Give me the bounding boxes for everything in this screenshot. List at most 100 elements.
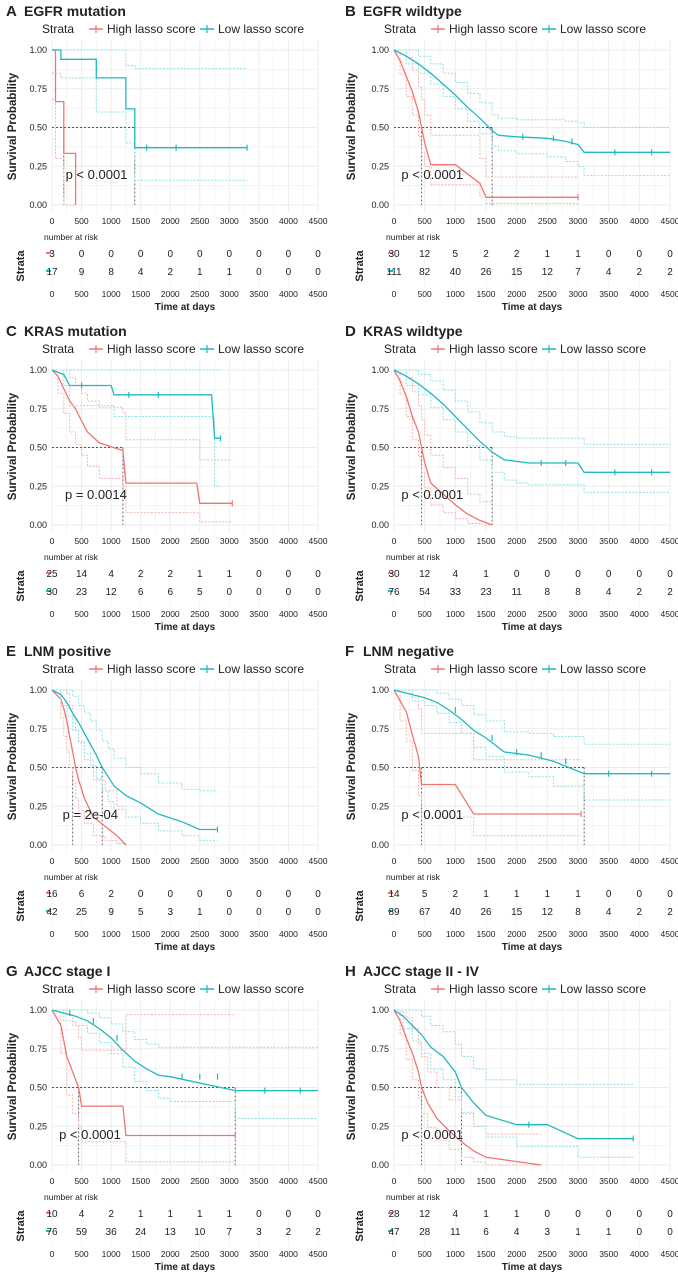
risk-count: 0 (167, 249, 173, 260)
legend-label-high: High lasso score (449, 342, 538, 356)
x-tick-label: 1000 (446, 216, 465, 226)
legend-title: Strata (384, 342, 416, 356)
y-axis-label: Survival Probability (346, 1032, 358, 1140)
risk-count: 0 (227, 889, 233, 900)
y-tick-label: 0.00 (371, 200, 389, 210)
risk-x-tick-label: 4500 (309, 289, 328, 299)
risk-count: 1 (197, 1209, 203, 1220)
x-axis-label: Time at days (502, 1262, 563, 1273)
risk-count: 0 (227, 587, 233, 598)
risk-x-tick-label: 1500 (131, 1249, 150, 1259)
y-tick-label: 1.00 (29, 685, 47, 695)
risk-count: 0 (637, 569, 643, 580)
panel-e: E LNM positive Strata High lasso score Low l… (6, 643, 328, 953)
y-axis-label: Survival Probability (7, 72, 19, 180)
risk-count: 3 (49, 249, 55, 260)
x-tick-label: 0 (392, 1176, 397, 1186)
risk-x-tick-label: 2000 (507, 609, 526, 619)
risk-count: 0 (315, 587, 321, 598)
ci-lower-low (52, 689, 218, 841)
risk-count: 0 (315, 569, 321, 580)
y-tick-label: 0.75 (371, 724, 389, 734)
risk-count: 11 (450, 1227, 461, 1238)
risk-count: 1 (514, 1209, 520, 1220)
risk-count: 28 (388, 1209, 400, 1220)
risk-count: 0 (286, 249, 292, 260)
legend-title: Strata (42, 22, 74, 36)
risk-count: 0 (256, 249, 262, 260)
risk-count: 12 (542, 907, 554, 918)
panel-g: G AJCC stage I Strata High lasso score Low l… (6, 963, 328, 1273)
risk-table-strata-label: Strata (354, 1210, 366, 1242)
risk-count: 0 (256, 267, 262, 278)
risk-count: 24 (135, 1227, 147, 1238)
risk-table-title: number at risk (386, 232, 441, 242)
risk-count: 0 (256, 907, 262, 918)
risk-count: 2 (667, 587, 673, 598)
y-axis-label: Survival Probability (7, 1032, 19, 1140)
ci-upper-high (394, 369, 493, 503)
risk-x-tick-label: 0 (50, 609, 55, 619)
risk-count: 0 (606, 249, 612, 260)
x-tick-label: 3000 (220, 536, 239, 546)
y-tick-label: 0.50 (29, 123, 47, 133)
panel-b: B EGFR wildtype Strata High lasso score Low … (345, 3, 678, 313)
risk-x-tick-label: 1500 (477, 289, 496, 299)
risk-x-tick-label: 4000 (630, 289, 649, 299)
legend-title: Strata (384, 22, 416, 36)
ci-upper-high (52, 369, 233, 461)
survival-curve-low (51, 369, 221, 439)
risk-count: 0 (315, 889, 321, 900)
panel-title: LNM positive (24, 643, 111, 659)
risk-count: 0 (79, 249, 85, 260)
risk-count: 1 (197, 569, 203, 580)
x-tick-label: 3500 (249, 1176, 268, 1186)
risk-count: 33 (450, 587, 462, 598)
x-tick-label: 4500 (661, 536, 678, 546)
p-value: p = 2e-04 (63, 807, 118, 822)
x-tick-label: 1500 (477, 856, 496, 866)
y-tick-label: 1.00 (371, 1005, 389, 1015)
risk-count: 0 (167, 889, 173, 900)
ci-lower-low (394, 1009, 634, 1158)
risk-count: 1 (483, 889, 489, 900)
x-tick-label: 3000 (569, 536, 588, 546)
p-value: p < 0.0001 (401, 487, 463, 502)
risk-count: 2 (483, 249, 489, 260)
survival-curve-high (393, 49, 578, 198)
x-tick-label: 3000 (569, 1176, 588, 1186)
x-tick-label: 2000 (507, 216, 526, 226)
x-tick-label: 2500 (538, 856, 557, 866)
legend-label-low: Low lasso score (560, 342, 646, 356)
risk-x-tick-label: 2500 (538, 929, 557, 939)
x-tick-label: 4000 (630, 1176, 649, 1186)
risk-x-tick-label: 3000 (569, 289, 588, 299)
risk-count: 4 (79, 1209, 85, 1220)
y-tick-label: 0.50 (371, 123, 389, 133)
risk-table-strata-label: Strata (15, 1210, 27, 1242)
risk-count: 1 (227, 267, 233, 278)
x-tick-label: 4000 (279, 216, 298, 226)
risk-x-tick-label: 3000 (569, 1249, 588, 1259)
y-tick-label: 0.25 (371, 161, 389, 171)
risk-count: 6 (138, 587, 144, 598)
y-tick-label: 1.00 (371, 365, 389, 375)
risk-count: 8 (575, 587, 581, 598)
x-tick-label: 4000 (279, 1176, 298, 1186)
risk-count: 2 (667, 267, 673, 278)
x-tick-label: 3500 (599, 1176, 618, 1186)
risk-count: 2 (108, 1209, 114, 1220)
risk-count: 1 (483, 1209, 489, 1220)
y-axis-label: Survival Probability (346, 392, 358, 500)
risk-x-tick-label: 3500 (599, 1249, 618, 1259)
risk-table-strata-label: Strata (15, 570, 27, 602)
y-tick-label: 0.50 (29, 443, 47, 453)
p-value: p < 0.0001 (59, 1127, 121, 1142)
risk-count: 0 (575, 569, 581, 580)
risk-count: 4 (453, 1209, 459, 1220)
y-tick-label: 0.50 (371, 763, 389, 773)
risk-count: 7 (575, 267, 581, 278)
risk-count: 0 (575, 1209, 581, 1220)
risk-count: 36 (106, 1227, 118, 1238)
